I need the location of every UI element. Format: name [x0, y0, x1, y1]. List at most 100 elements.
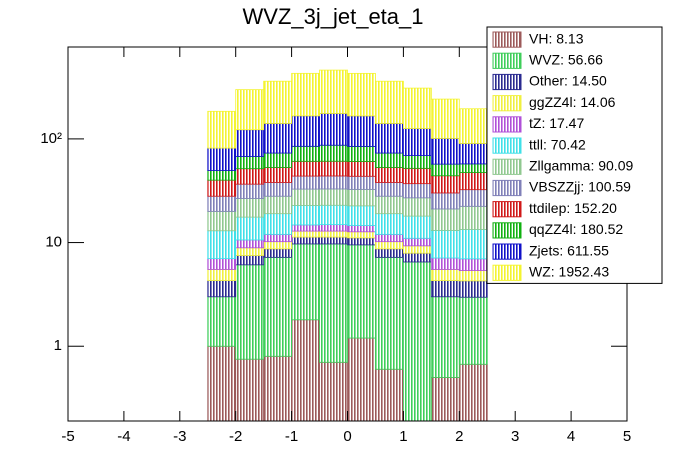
bar-segment [291, 145, 320, 162]
legend-label: WVZ: 56.66 [529, 52, 603, 68]
bar-segment [458, 363, 488, 422]
bar-segment [207, 296, 237, 347]
bar-segment [430, 230, 460, 259]
bar-segment [430, 138, 460, 165]
bar-segment [375, 256, 404, 370]
y-tick-label: 10² [40, 130, 62, 147]
legend-swatch [492, 31, 522, 48]
bar-segment [263, 152, 292, 168]
bar-segment [347, 146, 376, 162]
bar-segment [263, 167, 292, 183]
bar-segment [291, 72, 320, 117]
bar-segment [375, 233, 404, 243]
bar-segment [291, 236, 320, 245]
bar-segment [430, 192, 460, 210]
bar-segment [319, 224, 348, 232]
bar-segment [291, 160, 320, 177]
bar-segment [375, 213, 404, 235]
bar-segment [458, 108, 488, 144]
bar-segment [430, 163, 460, 177]
bar-segment [207, 258, 237, 270]
bar-segment [235, 198, 265, 218]
bar-segment [207, 170, 237, 181]
legend-label: Zjets: 611.55 [529, 242, 609, 258]
bar-segment [402, 252, 432, 263]
bar-segment [291, 205, 320, 226]
bar-segment [235, 264, 265, 360]
bar-segment [347, 188, 376, 207]
bar-segment [319, 243, 348, 363]
bar-segment [402, 87, 432, 129]
bar-segment [207, 345, 237, 422]
bar-segment [235, 89, 265, 131]
x-tick-label: 0 [343, 428, 351, 445]
bar-segment [458, 270, 488, 282]
bar-segment [263, 182, 292, 197]
bar-segment [458, 280, 488, 298]
x-tick-label: -5 [61, 428, 74, 445]
bar-segment [430, 175, 460, 194]
legend-label: qqZZ4l: 180.52 [529, 221, 623, 237]
x-tick-label: 2 [455, 428, 463, 445]
bar-segment [291, 188, 320, 206]
x-tick-label: -4 [117, 428, 130, 445]
chart-title: WVZ_3j_jet_eta_1 [243, 4, 424, 29]
bar-segment [402, 197, 432, 217]
bar-segment [235, 239, 265, 249]
legend-swatch [492, 264, 522, 281]
bar-segment [207, 147, 237, 171]
bar-segment [319, 175, 348, 190]
bar-segment [235, 216, 265, 241]
bar-segment [402, 261, 432, 422]
bar-segment [375, 152, 404, 168]
bar-segment [347, 175, 376, 190]
bar-segment [458, 229, 488, 260]
bar-segment [207, 195, 237, 212]
bar-segment [263, 195, 292, 215]
legend-label: tZ: 17.47 [529, 115, 584, 131]
legend-label: ttdilep: 152.20 [529, 200, 617, 216]
x-tick-label: 3 [511, 428, 519, 445]
bar-segment [430, 377, 460, 422]
bar-segment [347, 337, 376, 422]
bar-segment [375, 368, 404, 422]
bar-segment [375, 195, 404, 215]
bar-segment [402, 215, 432, 239]
bar-segment [235, 255, 265, 266]
bar-segment [319, 230, 348, 238]
bar-segment [207, 210, 237, 232]
bar-segment [319, 144, 348, 162]
bar-segment [263, 256, 292, 357]
bar-segment [375, 80, 404, 124]
bar-segment [402, 155, 432, 169]
bar-segment [235, 358, 265, 422]
bar-segment [207, 280, 237, 298]
bar-segment [263, 241, 292, 250]
legend-label: Zllgamma: 90.09 [529, 158, 633, 174]
legend-swatch [492, 201, 522, 218]
legend-swatch [492, 116, 522, 133]
bar-segment [402, 183, 432, 199]
bar-segment [263, 233, 292, 243]
legend-swatch [492, 52, 522, 69]
bar-segment [430, 269, 460, 281]
bar-segment [319, 204, 348, 226]
bar-segment [458, 296, 488, 365]
bar-segment [458, 189, 488, 207]
bar-segment [347, 237, 376, 246]
x-tick-label: -3 [173, 428, 186, 445]
bar-segment [375, 182, 404, 197]
bar-segment [430, 280, 460, 298]
bar-segment [375, 167, 404, 183]
bar-segment [207, 269, 237, 281]
bar-segment [430, 296, 460, 378]
bar-segment [402, 167, 432, 185]
bar-segment [263, 355, 292, 422]
legend-label: Other: 14.50 [529, 73, 607, 89]
bar-segment [207, 110, 237, 149]
bar-segment [430, 208, 460, 231]
bar-segment [430, 98, 460, 139]
bar-segment [263, 248, 292, 258]
